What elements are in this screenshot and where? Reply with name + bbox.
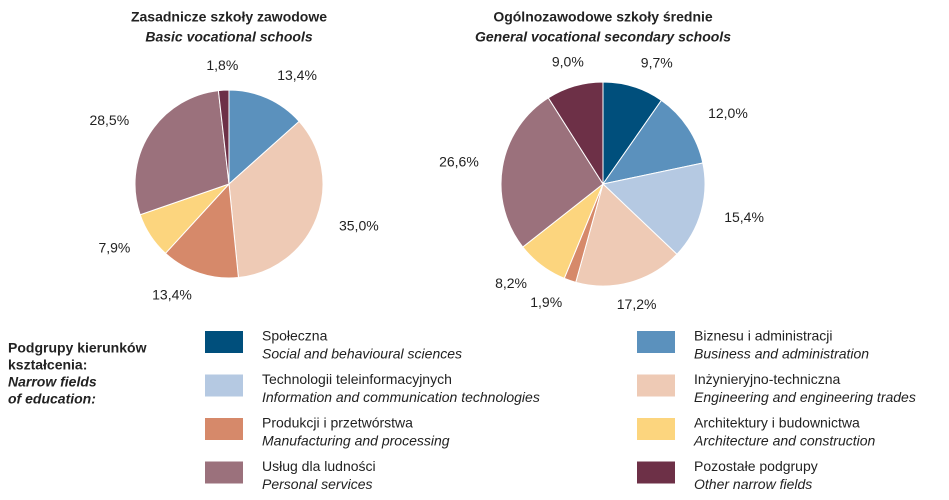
pie-slice [134, 90, 230, 216]
data-label: 35,0% [339, 217, 379, 233]
legend-swatch [205, 418, 243, 440]
legend-swatch [637, 331, 675, 353]
data-label: 13,4% [277, 67, 317, 83]
legend-swatch [205, 331, 243, 353]
data-label: 28,5% [89, 112, 129, 128]
data-label: 7,9% [98, 239, 130, 255]
legend-label-en: Other narrow fields [694, 476, 812, 492]
legend-swatch [637, 374, 675, 397]
legend-title: Podgrupy kierunków [8, 340, 147, 356]
data-label: 9,7% [641, 55, 673, 71]
legend-label-en: Social and behavioural sciences [262, 346, 462, 362]
legend-swatch [637, 418, 675, 440]
data-label: 15,4% [724, 209, 764, 225]
pie-slice [601, 162, 706, 255]
legend-label-en: Manufacturing and processing [262, 433, 450, 449]
legend-label-en: Information and communication technologi… [262, 389, 540, 405]
data-label: 1,8% [206, 57, 238, 73]
legend-swatch [205, 461, 243, 484]
pie-slice [547, 81, 604, 186]
legend-label: Biznesu i administracji [694, 328, 833, 344]
pie-slice [575, 183, 678, 287]
legend-label: Technologii teleinformacyjnych [262, 371, 452, 387]
pie-slice [500, 97, 604, 248]
legend-label-en: Architecture and construction [693, 433, 876, 449]
pie-slice [228, 89, 300, 186]
legend-label: Architektury i budownictwa [694, 415, 860, 431]
legend-label-en: Engineering and engineering trades [694, 389, 916, 405]
legend-subtitle: Narrow fields [8, 374, 97, 390]
legend-swatch [205, 374, 243, 397]
data-label: 17,2% [617, 296, 657, 312]
legend-subtitle: of education: [8, 391, 96, 407]
pie-slice [601, 99, 704, 185]
data-label: 13,4% [152, 287, 192, 303]
pie-slice [217, 89, 230, 185]
legend-title: kształcenia: [8, 357, 87, 373]
legend-label: Inżynieryjno-techniczna [694, 371, 841, 387]
chart-subtitle: Basic vocational schools [145, 29, 312, 45]
legend-label-en: Personal services [262, 476, 373, 492]
legend-label: Usług dla ludności [262, 458, 376, 474]
chart-title: Ogólnozawodowe szkoły średnie [493, 9, 713, 25]
chart-title: Zasadnicze szkoły zawodowe [131, 9, 327, 25]
pie-slice [228, 120, 324, 279]
legend-label: Społeczna [262, 328, 328, 344]
data-label: 8,2% [495, 275, 527, 291]
data-label: 26,6% [439, 153, 479, 169]
data-label: 9,0% [552, 54, 584, 70]
legend-label: Pozostałe podgrupy [694, 458, 818, 474]
pie-slice [164, 182, 239, 279]
data-label: 1,9% [530, 294, 562, 310]
legend-label: Produkcji i przetwórstwa [262, 415, 413, 431]
legend-swatch [637, 461, 675, 484]
data-label: 12,0% [708, 105, 748, 121]
chart-subtitle: General vocational secondary schools [475, 29, 731, 45]
legend-label-en: Business and administration [694, 346, 869, 362]
